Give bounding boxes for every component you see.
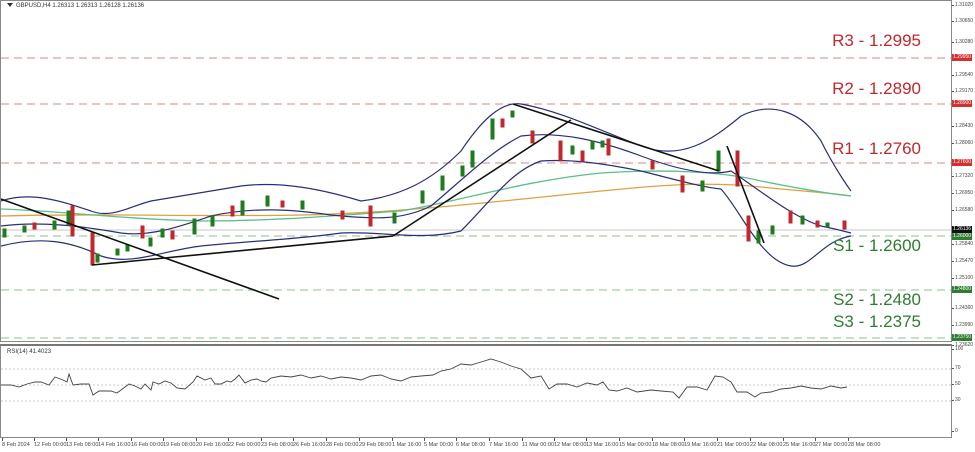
rsi-tick: 50 [952,381,961,387]
rsi-title: RSI(14) 41.4023 [7,349,52,355]
x-tick: 1 Mar 16:00 [392,438,422,448]
y-tick: 1.25470 [951,258,974,264]
s2-label: S2 - 1.2480 [833,290,921,309]
x-tick: 19 Feb 08:00 [163,438,196,448]
s3-label: S3 - 1.2375 [833,312,921,331]
x-tick: 22 Mar 08:00 [750,438,783,448]
price-chart-panel[interactable]: GBPUSD,H4 1.26313 1.26313 1.26128 1.2613… [0,0,952,342]
x-tick: 5 Mar 00:00 [424,438,454,448]
x-tick: 23 Feb 08:00 [261,438,294,448]
symbol-name: GBPUSD,H4 [16,3,51,9]
r3-price-badge: 1.29950 [952,54,973,61]
y-tick: 1.29170 [951,88,974,94]
rsi-tick: 70 [952,365,961,371]
x-tick: 25 Mar 16:00 [783,438,816,448]
s2-price-badge: 1.24800 [952,286,973,293]
y-tick: 1.23620 [951,342,974,348]
y-tick: 1.25100 [951,275,974,281]
x-tick: 26 Feb 16:00 [293,438,326,448]
s3-price-badge: 1.23750 [952,334,973,341]
trendline-down-2 [512,103,720,172]
x-tick: 14 Feb 16:00 [98,438,131,448]
bollinger-lower [1,159,852,267]
trendline-up-2 [392,119,572,237]
ohlc-values: 1.26313 1.26313 1.26128 1.26136 [52,3,145,9]
symbol-header: GBPUSD,H4 1.26313 1.26313 1.26128 1.2613… [7,3,144,9]
r2-price-badge: 1.28900 [952,100,973,107]
rsi-svg [1,358,951,402]
trendlines [1,103,765,300]
price-axis[interactable]: 1.31020 1.30650 1.30280 1.29950 1.29540 … [951,0,975,452]
bollinger-upper [1,103,852,215]
y-tick: 1.26580 [951,207,974,213]
x-tick: 22 Feb 00:00 [228,438,261,448]
rsi-line [1,358,848,399]
y-tick: 1.30280 [951,39,974,45]
trendline-down-1 [1,198,280,300]
x-tick: 6 Mar 08:00 [456,438,486,448]
ma-fast-line [1,170,852,222]
x-tick: 16 Feb 00:00 [131,438,164,448]
x-tick: 19 Mar 16:00 [684,438,717,448]
x-tick: 11 Mar 00:00 [522,438,555,448]
r3-label: R3 - 1.2995 [832,31,921,50]
x-tick: 27 Mar 00:00 [815,438,848,448]
y-tick: 1.24360 [951,305,974,311]
ma-slow-line [1,183,852,217]
rsi-tick: 0 [952,428,958,434]
y-tick: 1.27320 [951,173,974,179]
x-tick: 29 Feb 08:00 [359,438,392,448]
rsi-tick: 100 [951,346,964,352]
x-tick: 28 Feb 00:00 [326,438,359,448]
collapse-triangle-icon[interactable] [7,3,13,8]
x-tick: 12 Mar 08:00 [554,438,587,448]
y-tick: 1.31020 [951,2,974,8]
x-tick: 13 Feb 08:00 [66,438,99,448]
trendline-down-3 [726,145,765,244]
y-tick: 1.26950 [951,190,974,196]
rsi-panel[interactable]: RSI(14) 41.4023 [0,344,952,438]
level-lines [1,57,951,339]
y-tick: 1.25840 [951,241,974,247]
r1-label: R1 - 1.2760 [832,139,921,158]
x-tick: 20 Feb 16:00 [196,438,229,448]
y-tick: 1.30650 [951,18,974,24]
candles [2,110,847,266]
s1-price-badge: 1.26000 [952,233,973,240]
current-price-badge: 1.26136 [952,226,973,233]
y-tick: 1.23990 [951,322,974,328]
s1-label: S1 - 1.2600 [833,236,921,255]
x-tick: 7 Mar 16:00 [489,438,519,448]
x-tick: 28 Mar 08:00 [848,438,881,448]
x-tick: 18 Mar 08:00 [652,438,685,448]
trendline-up-1 [91,235,394,266]
bollinger-mid [1,134,852,235]
x-tick: 13 Mar 16:00 [586,438,619,448]
rsi-tick: 30 [952,397,961,403]
x-tick: 21 Mar 00:00 [717,438,750,448]
time-axis[interactable]: 8 Feb 2024 12 Feb 00:00 13 Feb 08:00 14 … [0,438,952,452]
x-tick: 12 Feb 00:00 [34,438,67,448]
y-tick: 1.29540 [951,72,974,78]
x-tick: 15 Mar 00:00 [619,438,652,448]
y-tick: 1.28060 [951,140,974,146]
r1-price-badge: 1.27600 [952,159,973,166]
y-tick: 1.28430 [951,123,974,129]
r2-label: R2 - 1.2890 [832,79,921,98]
price-chart-svg [1,57,951,339]
x-tick: 8 Feb 2024 [2,438,30,448]
